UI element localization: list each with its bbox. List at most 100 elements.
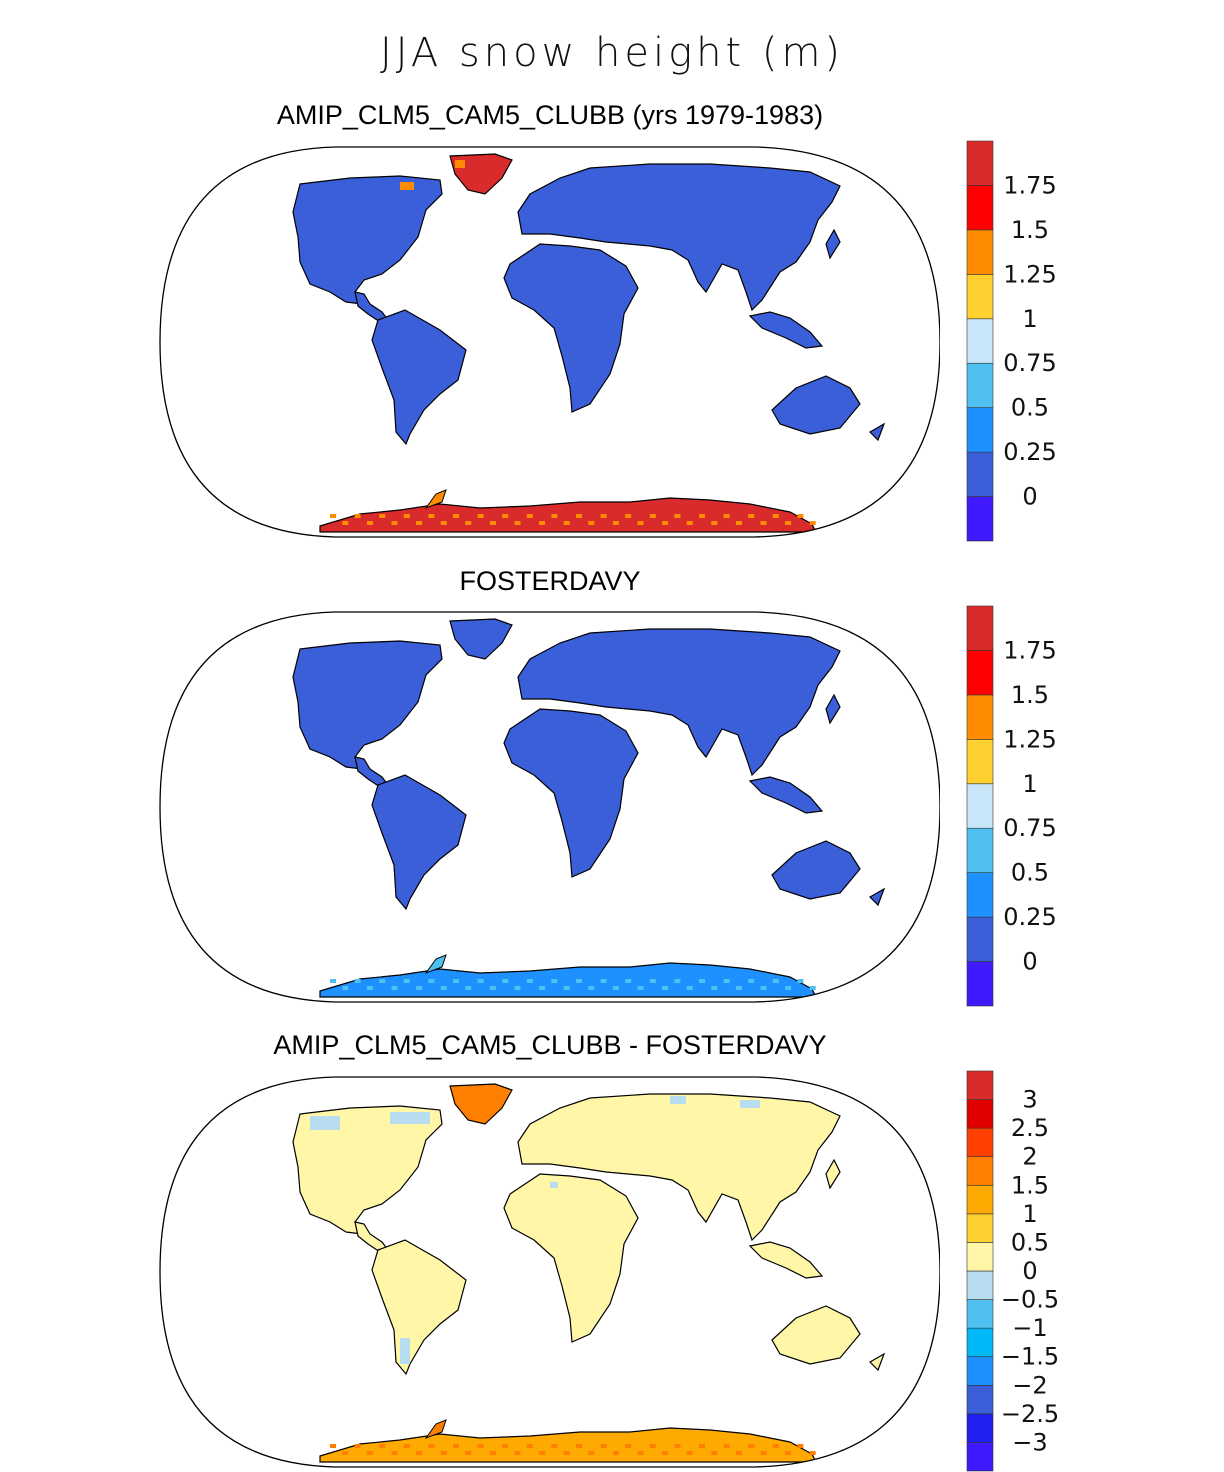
colorbar-swatch [966,1442,994,1472]
colorbar-tick-label: 0.75 [1003,814,1056,842]
antarctica-cell [342,986,349,990]
antarctica-cell [403,514,410,518]
colorbar-swatch [966,1384,994,1415]
colorbar-tick-label: 1.75 [1003,171,1056,199]
antarctica-cell [760,1451,767,1455]
antarctica-cell [354,514,361,518]
colorbar-swatch [966,694,994,740]
antarctica-cell [440,1451,447,1455]
antarctica-cell [551,979,558,983]
antarctica-cell [588,1451,595,1455]
antarctica-cell [637,986,644,990]
antarctica-cell [600,514,607,518]
colorbar-tick-label: 1 [1022,1200,1037,1228]
colorbar-tick-label: −3 [1012,1428,1047,1456]
antarctica-cell [489,521,496,525]
antarctica-cell [514,521,521,525]
colorbar-tick-label: 1.5 [1011,216,1049,244]
antarctica-cell [416,1451,423,1455]
antarctica-cell [502,979,509,983]
colorbar-tick-label: −0.5 [1001,1286,1059,1314]
antarctica-cell [686,521,693,525]
antarctica-cell [502,514,509,518]
antarctica-cell [428,514,435,518]
antarctica-cell [674,979,681,983]
antarctica-cell [330,979,336,983]
antarctica-cell [760,521,767,525]
land-eurasia [517,163,841,312]
colorbar-tick-label: 0.25 [1003,438,1056,466]
colorbar-model: 0 0.25 0.5 0.75 1 1.25 1.5 1.75 [966,140,1057,542]
land-japan [825,228,841,260]
negative-anomaly-patch [400,1338,410,1364]
colorbar-swatch [966,1099,994,1129]
land-antarctica [319,497,817,533]
antarctica-cell [797,1444,804,1448]
land-antarctica [319,1427,817,1463]
colorbar-swatch [966,185,994,231]
antarctica-cell [551,514,558,518]
antarctica-cell [391,521,398,525]
antarctica-cell [526,514,533,518]
land-northAmerica [292,175,443,305]
antarctica-cell [797,979,804,983]
colorbar-tick-label: 0.5 [1011,1228,1049,1256]
antarctica-cell [563,521,570,525]
antarctica-cell [785,986,792,990]
antarctica-cell [416,986,423,990]
colorbar-swatch [966,1356,994,1386]
antarctica-cell [465,1451,472,1455]
colorbar-tick-label: 1 [1022,770,1037,798]
high-snow-patch [455,160,465,168]
colorbar-swatch [966,650,994,696]
colorbar-tick-label: 0 [1022,948,1037,976]
antarctica-cell [576,979,582,983]
antarctica-cell [489,1451,496,1455]
colorbar-swatch [966,318,994,364]
antarctica-cell [625,514,632,518]
antarctica-cell [723,979,730,983]
colorbar-tick-label: 2 [1022,1143,1037,1171]
colorbar-swatch [966,1327,994,1358]
figure-title: JJA snow height (m) [379,30,845,76]
antarctica-cell [428,1444,435,1448]
negative-anomaly-patch [740,1100,760,1108]
antarctica-cell [366,986,373,990]
land-southAmerica [371,309,467,446]
antarctica-cell [539,1451,546,1455]
antarctica-cell [809,521,816,525]
land-japan [825,1158,841,1190]
antarctica-cell [453,514,459,518]
colorbar-swatch [966,274,994,320]
colorbar-swatch [966,1299,994,1329]
panel-title-diff: AMIP_CLM5_CAM5_CLUBB - FOSTERDAVY [273,1030,827,1060]
land-eurasia [517,1093,841,1242]
antarctica-cell [625,979,632,983]
antarctica-cell [674,514,681,518]
antarctica-cell [539,521,546,525]
antarctica-cell [563,986,570,990]
colorbar-swatch [966,140,994,186]
land-greenland [449,1083,513,1125]
antarctica-cell [809,986,816,990]
colorbar-tick-label: 0.5 [1011,394,1049,422]
colorbar-tick-label: 1.5 [1011,1171,1049,1199]
map-model [159,146,940,538]
antarctica-cell [379,514,386,518]
panel-title-model: AMIP_CLM5_CAM5_CLUBB (yrs 1979-1983) [276,100,824,130]
colorbar-swatch [966,1127,994,1158]
antarctica-cell [576,514,582,518]
antarctica-cell [342,1451,349,1455]
colorbar-tick-label: 1.25 [1003,260,1056,288]
colorbar-tick-label: 1 [1022,305,1037,333]
antarctica-cell [477,979,484,983]
antarctica-cell [526,979,533,983]
antarctica-cell [649,514,656,518]
antarctica-cell [612,986,619,990]
negative-anomaly-patch [670,1096,686,1104]
antarctica-cell [772,979,779,983]
colorbar-tick-label: 2.5 [1011,1114,1049,1142]
antarctica-cell [465,986,472,990]
colorbar-swatch [966,1242,994,1272]
antarctica-cell [612,521,619,525]
